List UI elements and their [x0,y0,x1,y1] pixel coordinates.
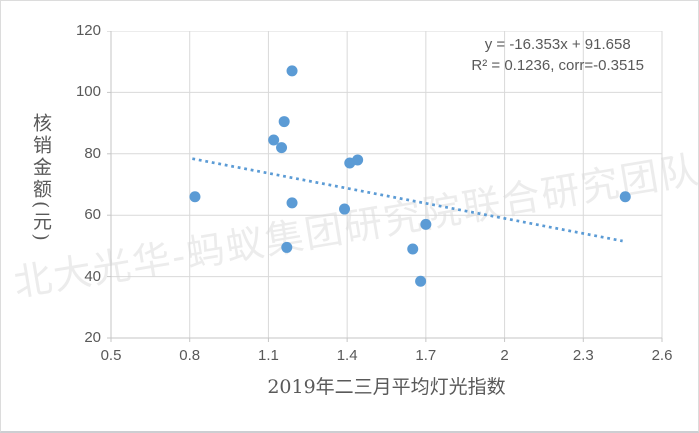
x-tick-label: 1.1 [257,347,279,364]
scatter-point [276,142,288,154]
x-tick-label: 2 [500,347,509,364]
y-tick-label: 40 [84,267,101,285]
y-tick-label: 60 [84,206,101,224]
scatter-point [189,191,201,203]
scatter-point [619,191,631,203]
scatter-point [286,65,298,77]
trendline [192,157,623,243]
x-tick-label: 1.4 [336,347,358,364]
scatter-point [339,203,351,215]
scatter-point [407,243,419,255]
r-squared-line: R² = 0.1236, corr=-0.3515 [471,57,644,74]
x-tick-label: 0.5 [100,347,122,364]
scatter-point [352,154,364,166]
scatter-point [278,116,290,128]
x-axis-title: 2019年二三月平均灯光指数 [267,376,506,398]
scatter-point [281,241,293,253]
x-tick-label: 2.6 [651,347,673,364]
scatter-point [268,134,280,146]
scatter-point [286,197,298,209]
scatter-canvas [107,31,663,342]
scatter-point [420,218,432,230]
y-axis-title: 核销金额(元) [30,113,52,244]
y-tick-label: 100 [75,83,101,101]
x-tick-label: 2.3 [572,347,594,364]
plot-area [107,31,663,342]
y-tick-label: 80 [84,144,101,162]
trendline-equation: y = -16.353x + 91.658 R² = 0.1236, corr=… [471,34,644,76]
y-tick-label: 120 [75,22,101,39]
x-tick-label: 1.7 [415,347,437,364]
scatter-point [415,275,427,287]
equation-line: y = -16.353x + 91.658 [484,36,631,53]
x-tick-label: 0.8 [179,347,201,364]
y-tick-label: 20 [84,329,101,346]
